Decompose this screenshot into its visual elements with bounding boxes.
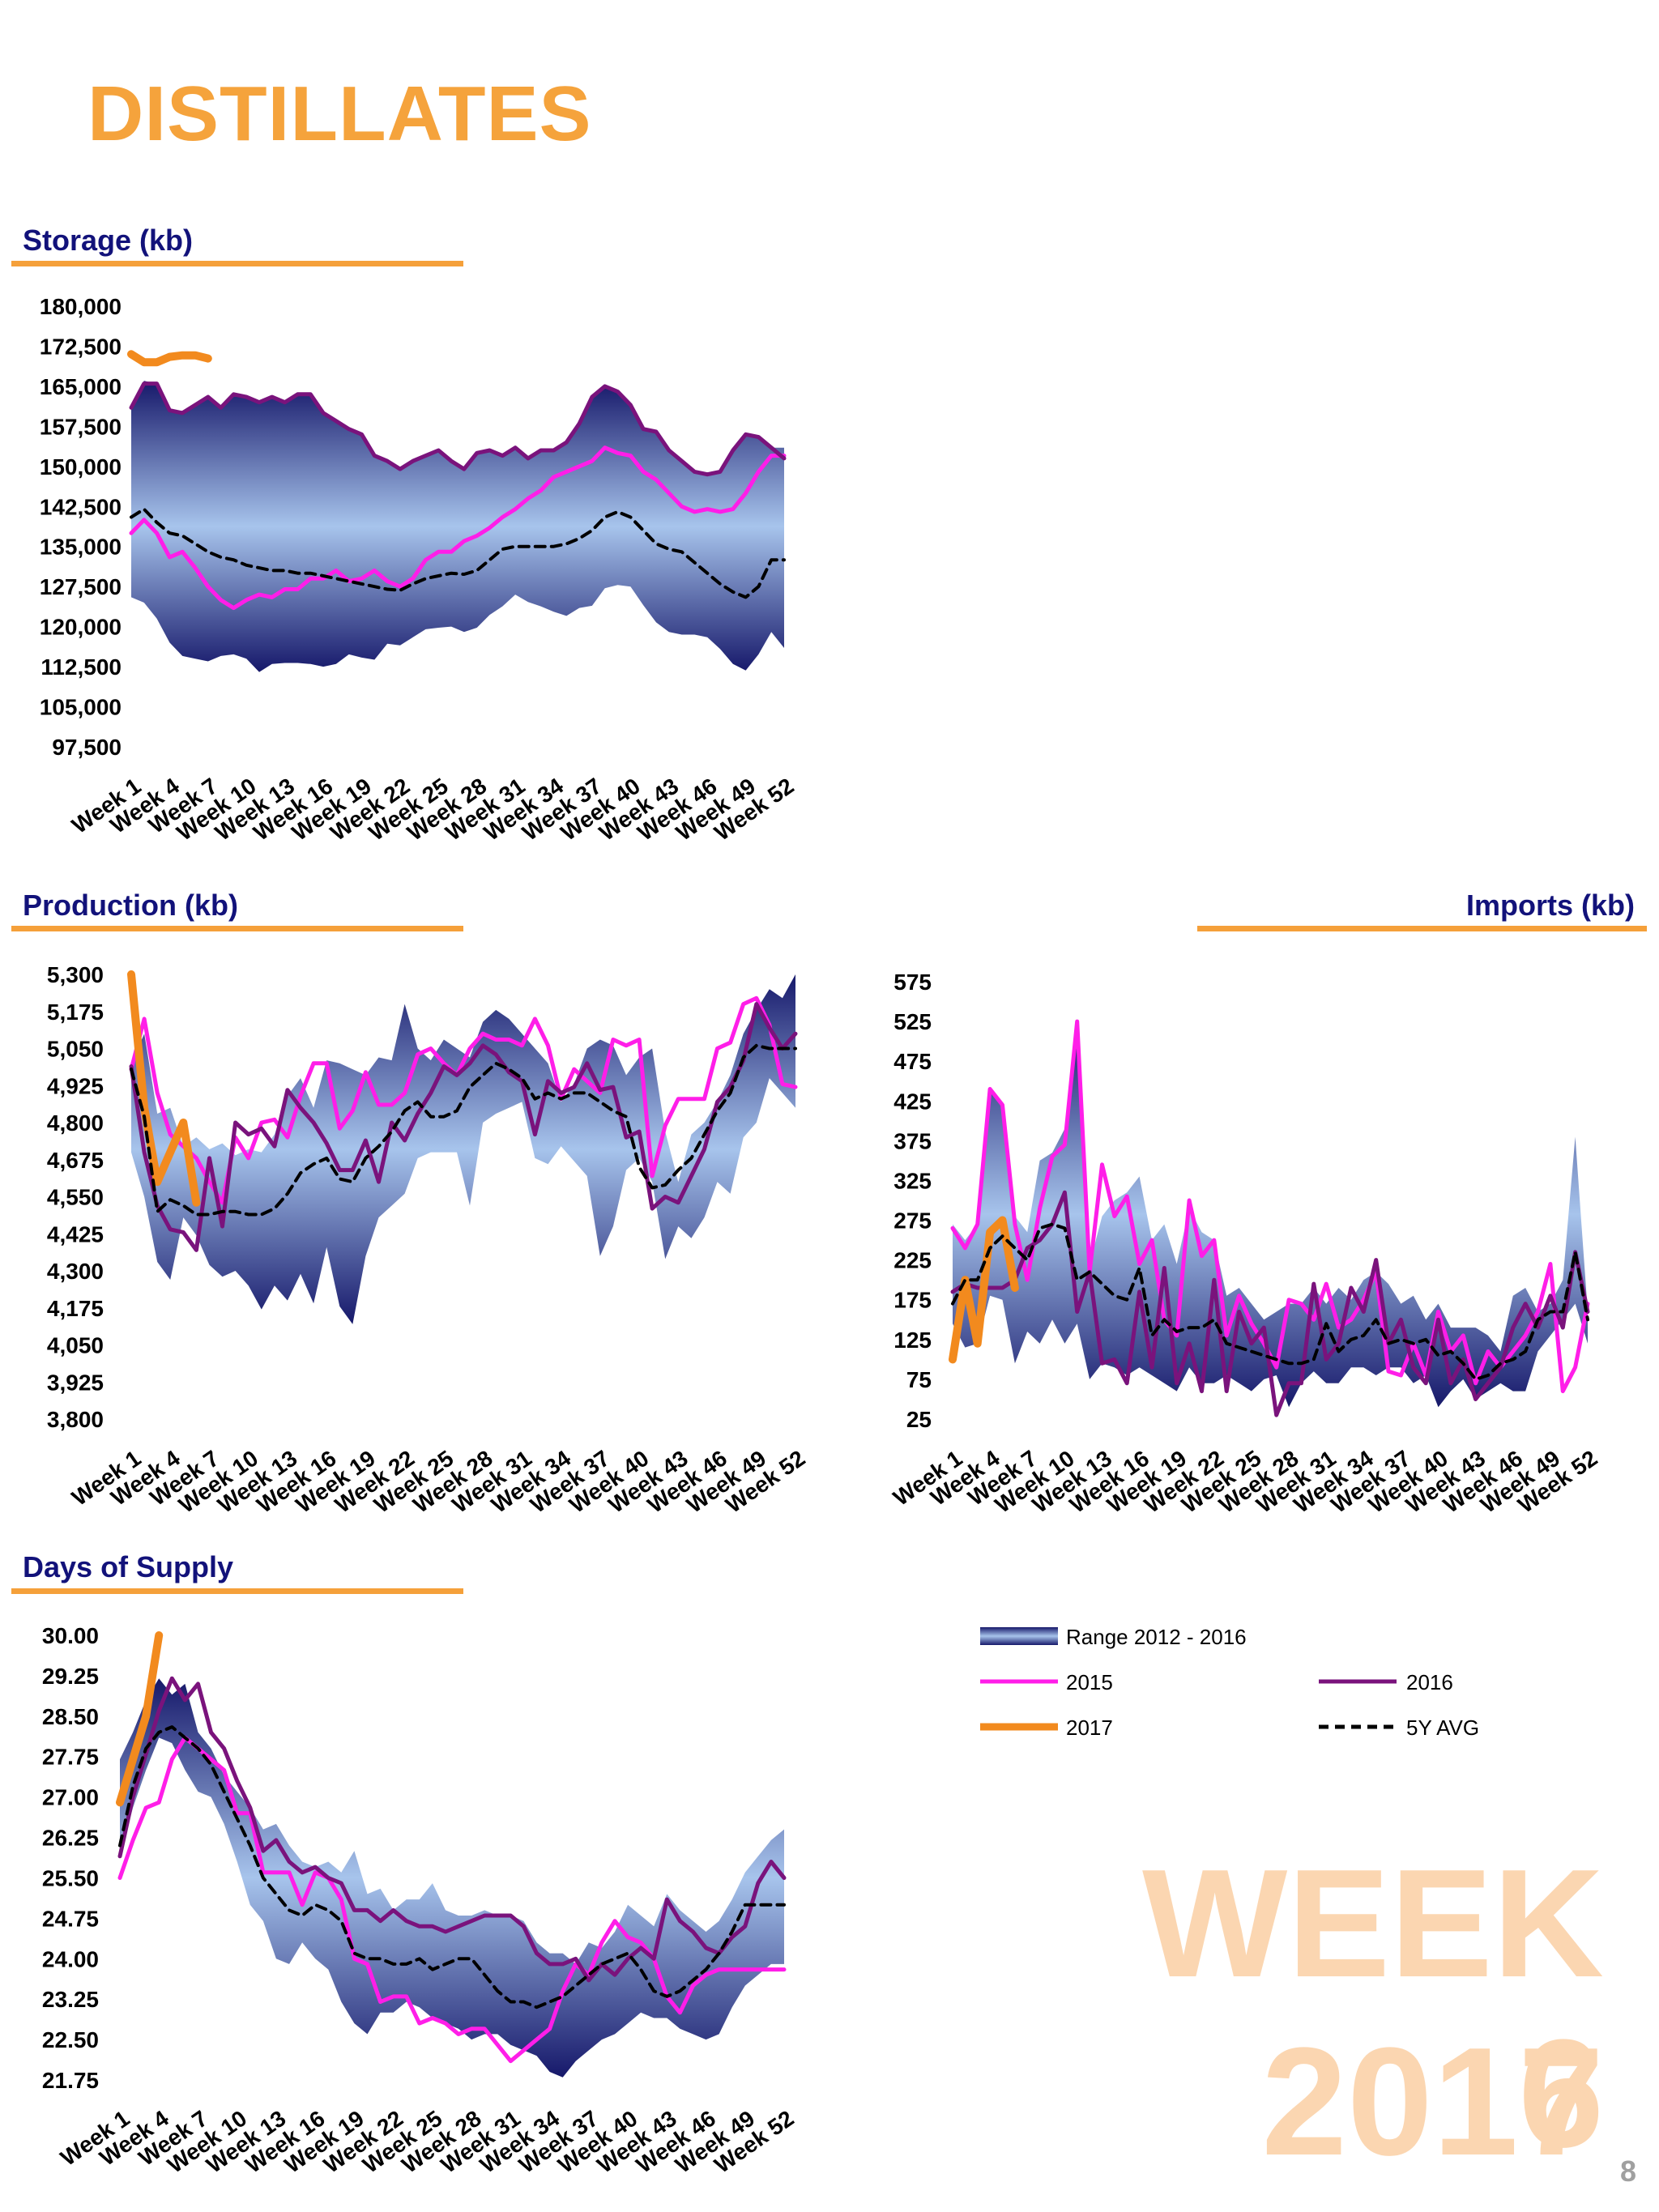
production-y-tick-label: 4,800 — [47, 1110, 104, 1136]
production-title-rule — [11, 926, 463, 931]
days-series-s2015 — [117, 1735, 787, 2064]
production-y-tick-label: 4,300 — [47, 1259, 104, 1284]
days-y-tick-label: 21.75 — [42, 2068, 99, 2093]
production-y-tick-label: 4,175 — [47, 1296, 104, 1321]
imports-series-s2015 — [950, 1019, 1590, 1394]
storage-series-avg — [130, 507, 786, 599]
legend-label-2016: 2016 — [1406, 1670, 1453, 1694]
storage-range-band — [131, 381, 784, 672]
storage-series-s2016 — [129, 381, 787, 477]
imports-y-tick-label: 275 — [893, 1208, 932, 1234]
imports-y-tick-label: 75 — [906, 1367, 932, 1392]
production-y-tick-label: 5,300 — [47, 962, 104, 987]
days-series-avg — [118, 1725, 786, 2010]
imports-y-tick-label: 475 — [893, 1049, 932, 1074]
imports-y-tick-label: 525 — [893, 1009, 932, 1034]
days-title-rule — [11, 1588, 463, 1594]
imports-y-tick-label: 325 — [893, 1168, 932, 1193]
storage-y-tick-label: 112,500 — [41, 654, 122, 680]
production-y-tick-label: 4,675 — [47, 1148, 104, 1173]
storage-y-tick-label: 172,500 — [40, 334, 122, 359]
days-section-title: Days of Supply — [23, 1550, 234, 1583]
days-y-tick-label: 30.00 — [42, 1623, 99, 1648]
imports-series-s2017 — [949, 1216, 1019, 1364]
imports-title-rule — [1197, 926, 1647, 931]
days-y-tick-label: 27.75 — [42, 1745, 99, 1770]
production-y-tick-label: 5,175 — [47, 999, 104, 1025]
production-y-tick-label: 3,925 — [47, 1370, 104, 1395]
days-y-tick-label: 26.25 — [42, 1826, 99, 1851]
storage-y-tick-label: 180,000 — [40, 294, 122, 319]
production-y-tick-label: 4,050 — [47, 1333, 104, 1358]
production-section-title: Production (kb) — [23, 889, 238, 922]
production-y-tick-label: 3,800 — [47, 1407, 104, 1432]
production-range-band — [131, 974, 795, 1324]
legend-label-2017: 2017 — [1066, 1715, 1113, 1740]
year-watermark: 2017 — [1261, 2016, 1604, 2188]
imports-y-tick-label: 125 — [893, 1328, 932, 1353]
production-y-tick-label: 4,550 — [47, 1185, 104, 1210]
imports-y-tick-label: 375 — [893, 1128, 932, 1153]
storage-y-tick-label: 150,000 — [40, 454, 122, 479]
chart-legend: Range 2012 - 2016 2015 2016 2017 5Y AVG — [980, 1625, 1479, 1740]
legend-label-5y-avg: 5Y AVG — [1406, 1715, 1479, 1740]
days-of-supply-chart: 30.00 29.25 28.50 27.75 27.00 26.25 25.50 24.75… — [42, 1623, 799, 2178]
storage-y-tick-label: 165,000 — [40, 374, 122, 399]
storage-y-tick-label: 120,000 — [40, 615, 122, 640]
days-y-tick-label: 28.50 — [42, 1704, 99, 1729]
imports-y-tick-label: 25 — [906, 1407, 932, 1432]
production-y-tick-label: 4,425 — [47, 1221, 104, 1247]
imports-range-band — [953, 1021, 1588, 1408]
production-series-s2016 — [129, 1002, 798, 1252]
imports-series-s2016 — [950, 1190, 1590, 1417]
days-y-tick-label: 23.25 — [42, 1987, 99, 2012]
days-y-tick-label: 25.50 — [42, 1865, 99, 1890]
days-series-s2017 — [116, 1631, 164, 1807]
legend-label-2015: 2015 — [1066, 1670, 1113, 1694]
legend-swatch-range — [980, 1627, 1058, 1645]
days-y-tick-label: 22.50 — [42, 2027, 99, 2052]
storage-y-tick-label: 142,500 — [40, 494, 122, 519]
days-series-s2016 — [117, 1676, 787, 1983]
days-y-tick-label: 29.25 — [42, 1664, 99, 1689]
production-series-s2015 — [129, 995, 798, 1205]
storage-y-tick-label: 127,500 — [40, 574, 122, 599]
storage-y-tick-label: 97,500 — [52, 735, 122, 760]
storage-section-title: Storage (kb) — [23, 224, 194, 257]
imports-y-tick-label: 425 — [893, 1089, 932, 1114]
days-range-band — [120, 1678, 784, 2078]
storage-y-tick-label: 105,000 — [40, 695, 122, 720]
production-y-tick-label: 5,050 — [47, 1037, 104, 1062]
imports-y-tick-label: 575 — [893, 970, 932, 995]
legend-label-range: Range 2012 - 2016 — [1066, 1625, 1247, 1649]
imports-series-avg — [951, 1222, 1589, 1381]
storage-series-s2017 — [127, 350, 212, 367]
production-y-tick-label: 4,925 — [47, 1073, 104, 1098]
imports-y-tick-label: 225 — [893, 1248, 932, 1273]
storage-chart: 180,000 172,500 165,000 157,500 150,000 142,5… — [40, 294, 799, 846]
production-series-avg — [130, 1043, 797, 1217]
storage-series-s2015 — [129, 445, 787, 611]
production-chart: 5,300 5,175 5,050 4,925 4,800 4,675 4,550 4,425… — [47, 962, 810, 1518]
imports-y-tick-label: 175 — [893, 1288, 932, 1313]
production-series-s2017 — [127, 970, 201, 1207]
days-y-tick-label: 24.75 — [42, 1906, 99, 1931]
week-watermark: WEEK 6 — [1142, 1838, 1604, 2180]
days-y-tick-label: 27.00 — [42, 1785, 99, 1810]
days-y-tick-label: 24.00 — [42, 1946, 99, 1971]
page-title: DISTILLATES — [87, 70, 592, 157]
page-number: 8 — [1620, 2154, 1637, 2188]
storage-y-tick-label: 135,000 — [40, 535, 122, 560]
storage-y-tick-label: 157,500 — [40, 414, 122, 439]
imports-section-title: Imports (kb) — [1466, 889, 1636, 922]
storage-title-rule — [11, 261, 463, 266]
